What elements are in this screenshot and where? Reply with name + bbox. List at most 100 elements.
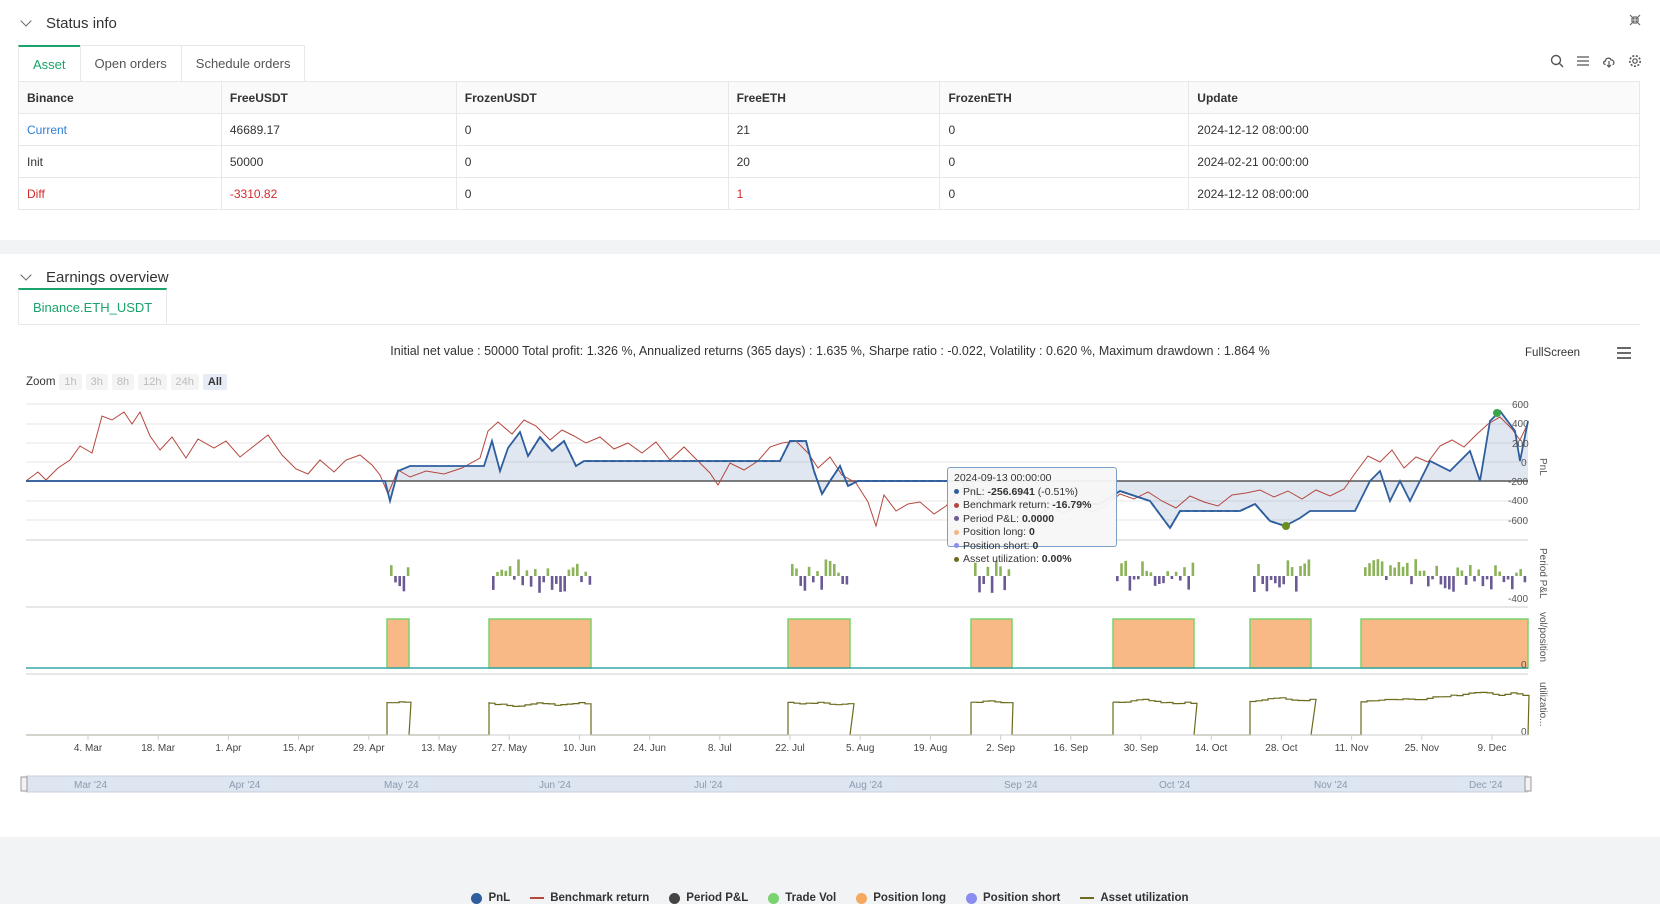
period-bar [1414,559,1417,576]
tab-schedule-orders[interactable]: Schedule orders [180,45,306,81]
list-icon[interactable] [1576,54,1590,68]
legend-item-position-long[interactable]: Position long [856,892,946,904]
period-bar [1368,563,1371,576]
period-bar [1460,570,1464,576]
tooltip-row: Period P&L: 0.0000 [954,513,1110,527]
period-bar [1265,576,1269,592]
fullscreen-button[interactable]: FullScreen [1525,347,1580,359]
x-tick-label: 18. Mar [141,743,176,754]
x-tick-label: 11. Nov [1335,743,1369,754]
period-bar [1307,559,1311,576]
legend-item-benchmark[interactable]: Benchmark return [530,892,649,904]
period-bar [1519,569,1522,576]
tooltip-row: Position short: 0 [954,540,1110,554]
tooltip-label: Period P&L: [963,512,1022,525]
table-cell: 21 [727,113,941,146]
zoom-12h-button[interactable]: 12h [138,374,167,390]
period-bar [807,566,811,576]
legend-item-period-pnl[interactable]: Period P&L [669,892,748,904]
pnl-dot-icon [954,489,959,495]
period-bar [1477,569,1480,576]
period-bar [1116,576,1119,582]
navigator-left-handle[interactable] [20,776,28,792]
tab-asset[interactable]: Asset [18,45,81,81]
period-bar [1385,576,1388,581]
tab-open-orders[interactable]: Open orders [79,45,182,81]
period-bar [559,576,562,592]
search-icon[interactable] [1550,54,1564,68]
status-info-header[interactable]: Status info [18,12,117,34]
min-point-marker [1282,522,1290,530]
x-tick-label: 22. Jul [775,743,804,754]
period-bar [517,559,520,576]
gear-icon[interactable] [1628,54,1642,68]
legend-item-pnl[interactable]: PnL [471,892,510,904]
period-bar [812,576,815,583]
period-bar [1290,567,1294,576]
tooltip-label: Position short: [963,539,1033,552]
period-bar [508,566,512,576]
period-bar [841,576,844,585]
zoom-8h-button[interactable]: 8h [111,374,135,390]
period-bar [580,576,583,583]
pnl-tick: 0 [1521,458,1527,469]
earnings-overview-header[interactable]: Earnings overview [18,266,169,288]
table-row: Current 46689.17 0 21 0 2024-12-12 08:00… [18,113,1640,146]
navigator-tick-label: Mar '24 [74,780,107,791]
period-bar [406,567,410,576]
menu-icon[interactable] [1616,346,1632,360]
period-bar [1418,570,1422,576]
navigator-tick-label: Dec '24 [1469,780,1503,791]
tooltip-value: 0.0000 [1021,512,1055,525]
table-cell: 1 [727,177,941,210]
row-label-current[interactable]: Current [18,113,222,146]
period-bar [1137,576,1140,580]
zoom-3h-button[interactable]: 3h [85,374,108,390]
chevron-down-icon[interactable] [18,269,34,285]
period-bar [492,576,495,590]
long-dot-icon [954,529,959,535]
legend-label: Trade Vol [785,892,837,904]
period-bar [974,562,977,576]
period-bar [995,560,998,576]
legend-item-asset-utilization[interactable]: Asset utilization [1080,892,1189,904]
period-bar [525,570,529,576]
position-long-block [1249,618,1312,669]
tooltip-value: (-0.51%) [1034,485,1079,498]
legend-item-position-short[interactable]: Position short [966,892,1060,904]
x-tick-label: 29. Apr [353,743,385,754]
zoom-24h-button[interactable]: 24h [170,374,199,390]
chevron-down-icon[interactable] [18,15,34,31]
legend-swatch-icon [768,892,780,904]
legend-swatch-icon [1080,897,1095,899]
pnl-tick: -200 [1508,477,1528,488]
navigator[interactable]: Mar '24 Apr '24 May '24 Jun '24 Jul '24 Aug '… [20,775,1532,793]
position-long-block [1360,618,1529,669]
period-bar [1523,576,1527,583]
period-bar [576,563,579,576]
period-bar [390,565,393,576]
navigator-tick-label: May '24 [384,780,419,791]
period-bar [1187,576,1190,590]
period-bar [1166,571,1169,576]
zoom-1h-button[interactable]: 1h [59,374,82,390]
zoom-all-button[interactable]: All [202,374,227,390]
period-bar [1498,571,1501,576]
collapse-fullscreen-icon[interactable] [1628,14,1642,28]
legend-label: Asset utilization [1100,892,1189,904]
earnings-chart: Initial net value : 50000 Total profit: … [0,344,1660,904]
period-bar [1128,576,1132,591]
x-tick-label: 19. Aug [913,743,947,754]
period-bar [588,576,592,585]
tab-binance-eth-usdt[interactable]: Binance.ETH_USDT [18,288,168,324]
table-cell: 0 [939,145,1190,178]
tooltip-value: 0 [1028,526,1035,538]
navigator-right-handle[interactable] [1524,776,1532,792]
period-bar [1397,562,1401,576]
cloud-download-icon[interactable] [1602,54,1616,68]
legend-item-trade-vol[interactable]: Trade Vol [768,892,836,904]
x-tick-label: 27. May [491,743,527,754]
period-axis-label: Period P&L [1537,548,1548,599]
table-cell: 0 [939,113,1190,146]
pnl-tick: -400 [1508,496,1528,507]
